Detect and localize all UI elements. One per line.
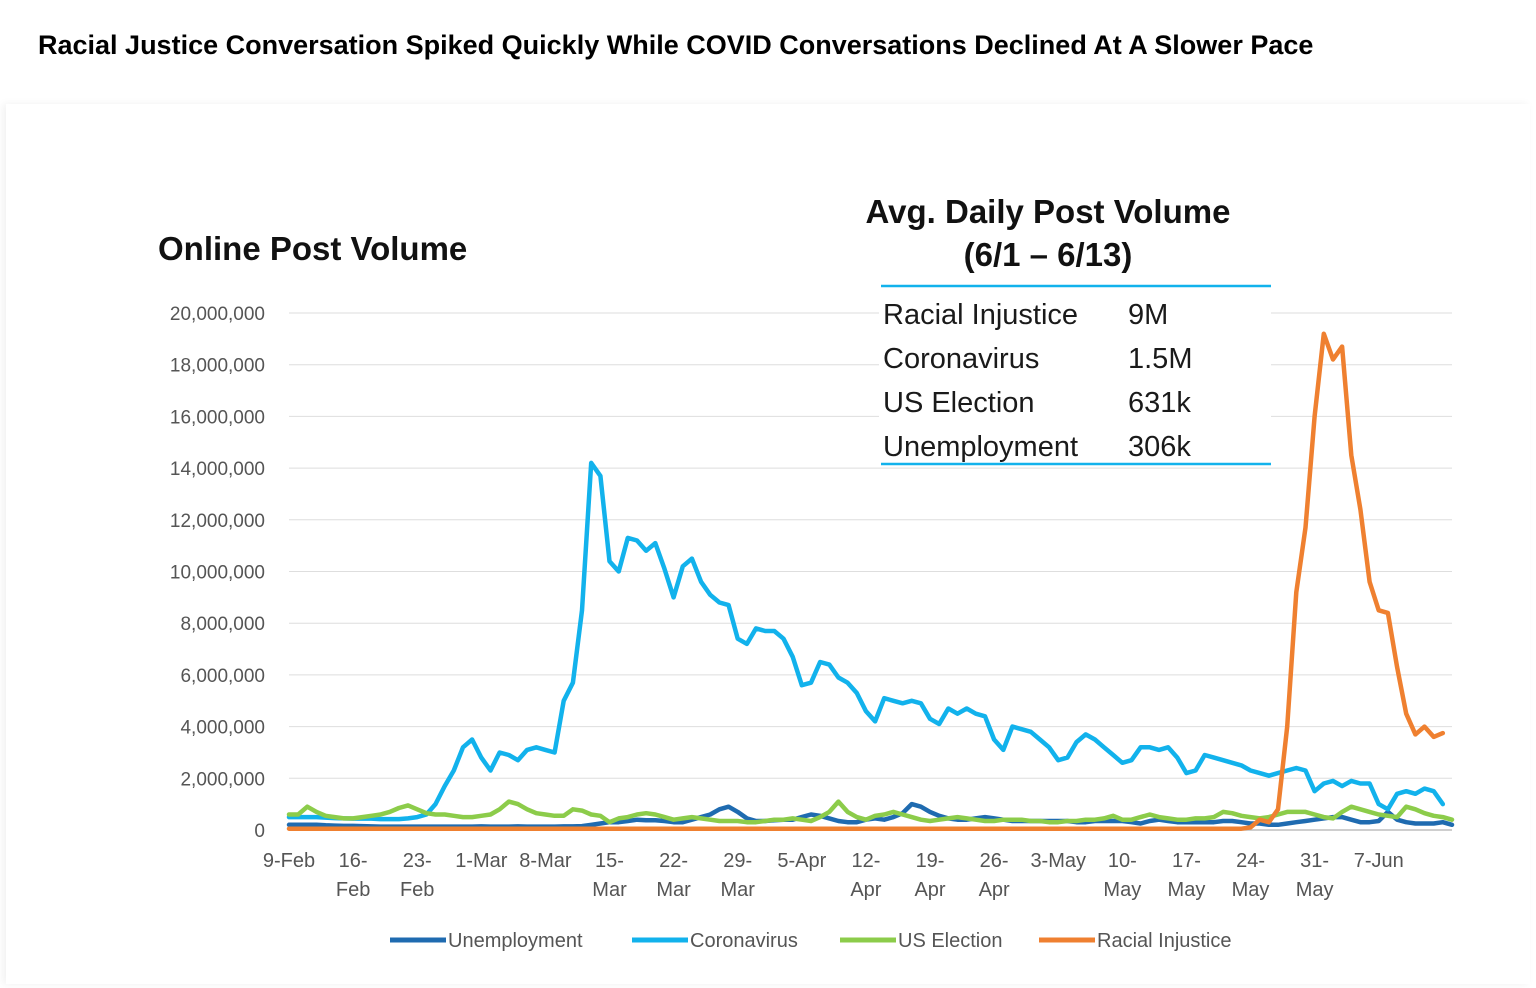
y-tick-label: 16,000,000 xyxy=(170,407,265,428)
x-tick-label-line2: Apr xyxy=(850,879,881,901)
inset-row-label: US Election xyxy=(883,387,1035,419)
series-line-racial-injustice xyxy=(286,331,1446,831)
x-tick-label: 7-Jun xyxy=(1354,850,1404,872)
x-tick-label: 15- xyxy=(595,850,624,872)
x-tick-label: 24- xyxy=(1236,850,1265,872)
x-tick-label-line2: Apr xyxy=(979,879,1010,901)
x-tick-label-line2: Mar xyxy=(592,879,627,901)
inset-title-line1: Avg. Daily Post Volume xyxy=(866,193,1231,230)
y-tick-label: 0 xyxy=(254,821,265,842)
inset-row-label: Coronavirus xyxy=(883,343,1039,375)
x-tick-label: 5-Apr xyxy=(777,850,826,872)
x-tick-label: 19- xyxy=(916,850,945,872)
x-tick-label: 31- xyxy=(1300,850,1329,872)
inset-row-value: 9M xyxy=(1128,299,1168,331)
y-axis-tick-labels: 0 2,000,000 4,000,000 6,000,000 8,000,000 10,… xyxy=(170,304,265,842)
x-tick-label-line2: May xyxy=(1232,879,1270,901)
x-tick-label: 1-Mar xyxy=(455,850,508,872)
inset-row-value: 1.5M xyxy=(1128,343,1192,375)
y-tick-label: 10,000,000 xyxy=(170,563,265,584)
legend: Unemployment Coronavirus US Election Racial… xyxy=(390,930,1232,952)
x-tick-label-line2: May xyxy=(1296,879,1334,901)
x-tick-label-line2: Apr xyxy=(914,879,945,901)
line-chart: Online Post Volume 0 2,000,000 4,000,000 6,… xyxy=(158,193,1455,952)
x-tick-label: 26- xyxy=(980,850,1009,872)
legend-label: Coronavirus xyxy=(690,930,798,952)
inset-rows: Racial Injustice 9M Coronavirus 1.5M US Elec… xyxy=(883,299,1192,463)
x-tick-label-line2: May xyxy=(1103,879,1141,901)
x-tick-label-line2: Mar xyxy=(656,879,691,901)
x-tick-label: 16- xyxy=(339,850,368,872)
inset-row-value: 631k xyxy=(1128,387,1191,419)
inset-row-label: Unemployment xyxy=(883,431,1078,463)
x-axis-tick-labels: 9-Feb 16- Feb 23- Feb 1-Mar 8-Mar 15- Mar 22- Mar 2… xyxy=(263,850,1404,901)
y-tick-label: 2,000,000 xyxy=(180,769,265,790)
page-headline: Racial Justice Conversation Spiked Quick… xyxy=(38,30,1314,60)
y-tick-label: 20,000,000 xyxy=(170,304,265,325)
x-tick-label: 8-Mar xyxy=(519,850,572,872)
inset-title-line2: (6/1 – 6/13) xyxy=(964,236,1133,273)
x-tick-label: 9-Feb xyxy=(263,850,315,872)
x-tick-label: 10- xyxy=(1108,850,1137,872)
inset-row-value: 306k xyxy=(1128,431,1191,463)
legend-label: US Election xyxy=(898,930,1003,952)
inset-table: Avg. Daily Post Volume (6/1 – 6/13) Raci… xyxy=(866,193,1271,466)
y-tick-label: 8,000,000 xyxy=(180,614,265,635)
legend-label: Racial Injustice xyxy=(1097,930,1232,952)
x-tick-label: 23- xyxy=(403,850,432,872)
inset-row-label: Racial Injustice xyxy=(883,299,1078,331)
y-tick-label: 18,000,000 xyxy=(170,356,265,377)
x-tick-label: 3-May xyxy=(1030,850,1086,872)
legend-label: Unemployment xyxy=(448,930,583,952)
x-tick-label: 29- xyxy=(723,850,752,872)
x-tick-label-line2: Feb xyxy=(400,879,434,901)
x-tick-label-line2: May xyxy=(1168,879,1206,901)
y-tick-label: 4,000,000 xyxy=(180,718,265,739)
gridlines xyxy=(289,312,1452,831)
series-line-coronavirus xyxy=(286,460,1446,822)
y-tick-label: 6,000,000 xyxy=(180,666,265,687)
chart-title: Online Post Volume xyxy=(158,230,467,267)
inset-background xyxy=(879,286,1271,464)
x-tick-label-line2: Mar xyxy=(720,879,755,901)
x-tick-label: 22- xyxy=(659,850,688,872)
x-tick-label: 12- xyxy=(851,850,880,872)
y-tick-label: 14,000,000 xyxy=(170,459,265,480)
chart-panel: Online Post Volume 0 2,000,000 4,000,000 6,… xyxy=(6,104,1530,984)
x-tick-label-line2: Feb xyxy=(336,879,370,901)
x-tick-label: 17- xyxy=(1172,850,1201,872)
series-lines xyxy=(286,331,1455,831)
y-tick-label: 12,000,000 xyxy=(170,511,265,532)
